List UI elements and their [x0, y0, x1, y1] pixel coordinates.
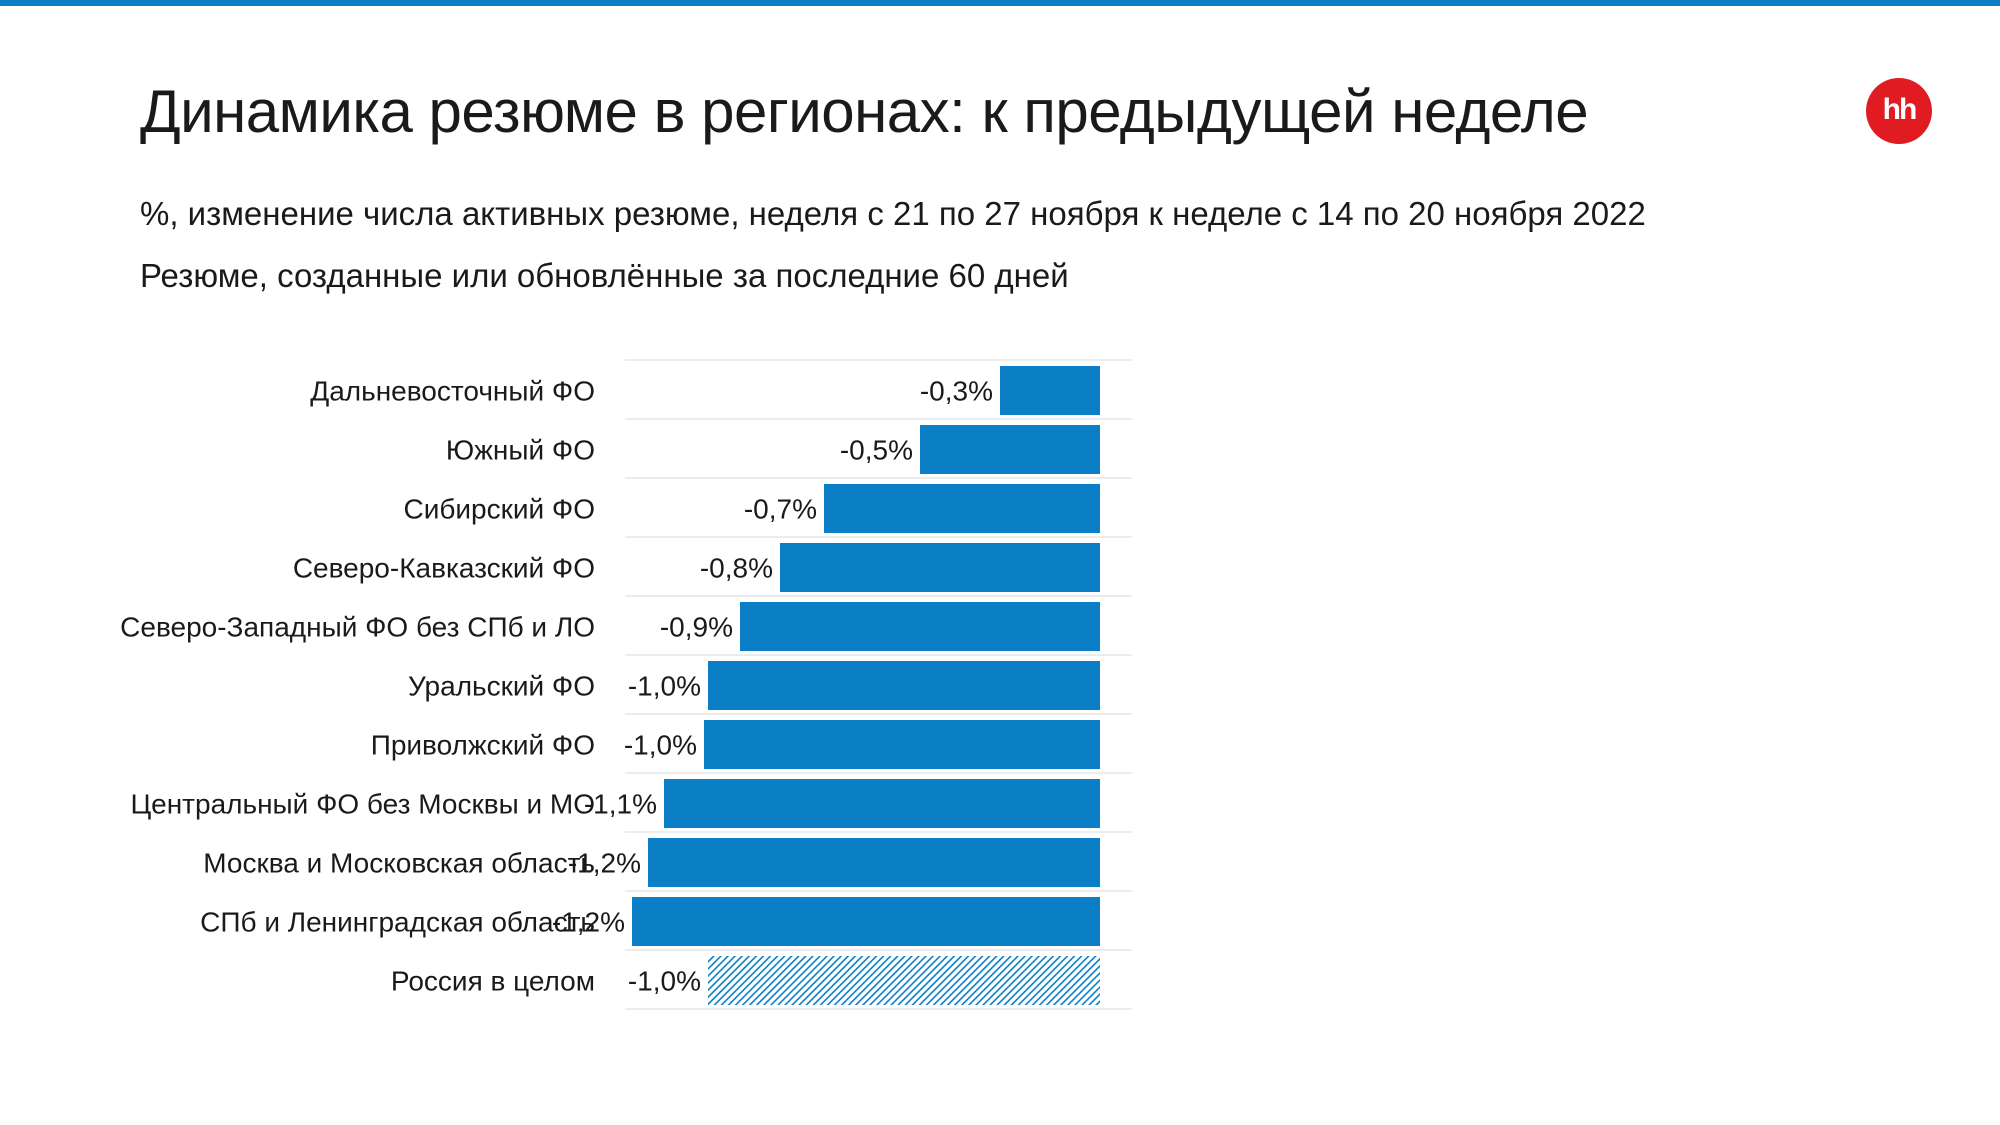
- bar: [648, 838, 1100, 887]
- category-label: Северо-Западный ФО без СПб и ЛО: [120, 612, 595, 643]
- category-label: Приволжский ФО: [371, 730, 595, 761]
- category-label: Южный ФО: [446, 435, 595, 466]
- bar: [740, 602, 1100, 651]
- category-label: Северо-Кавказский ФО: [293, 553, 595, 584]
- category-label: Сибирский ФО: [404, 494, 596, 525]
- bar: [664, 779, 1100, 828]
- data-label: -0,8%: [700, 553, 773, 584]
- chart-data-labels: -0,3%-0,5% -0,7% -0,8% -0,9% -1,0% -1,0% -1,1%…: [552, 376, 993, 997]
- hh-logo: hh: [1866, 78, 1932, 144]
- bar: [632, 897, 1100, 946]
- data-label: -1,2%: [568, 848, 641, 879]
- category-label: Россия в целом: [391, 966, 595, 997]
- bar: [824, 484, 1100, 533]
- category-label: Центральный ФО без Москвы и МО: [130, 789, 595, 820]
- top-accent-bar: [0, 0, 2000, 6]
- bar: [920, 425, 1100, 474]
- bar: [708, 661, 1100, 710]
- bar: [1000, 366, 1100, 415]
- hh-logo-text: hh: [1882, 93, 1918, 126]
- bar: [780, 543, 1100, 592]
- chart-gridlines: [625, 359, 1132, 1010]
- data-label: -0,9%: [660, 612, 733, 643]
- data-label: -1,2%: [552, 907, 625, 938]
- data-label: -0,7%: [744, 494, 817, 525]
- bar: [704, 720, 1100, 769]
- category-label: Дальневосточный ФО: [310, 376, 595, 407]
- category-label: СПб и Ленинградская область: [200, 907, 595, 938]
- data-label: -1,0%: [628, 966, 701, 997]
- category-label: Уральский ФО: [408, 671, 595, 702]
- data-label: -1,1%: [584, 789, 657, 820]
- chart-subtitle: %, изменение числа активных резюме, неде…: [140, 195, 1646, 232]
- data-label: -0,5%: [840, 435, 913, 466]
- category-label: Москва и Московская область: [203, 848, 595, 879]
- page-title: Динамика резюме в регионах: к предыдущей…: [140, 78, 1589, 145]
- chart-bars: [632, 366, 1100, 1005]
- data-label: -0,3%: [920, 376, 993, 407]
- bar-total: [708, 956, 1100, 1005]
- data-label: -1,0%: [624, 730, 697, 761]
- chart-note: Резюме, созданные или обновлённые за пос…: [140, 257, 1069, 294]
- chart-category-labels: Дальневосточный ФО Южный ФО Сибирский ФО Се…: [120, 376, 595, 997]
- data-label: -1,0%: [628, 671, 701, 702]
